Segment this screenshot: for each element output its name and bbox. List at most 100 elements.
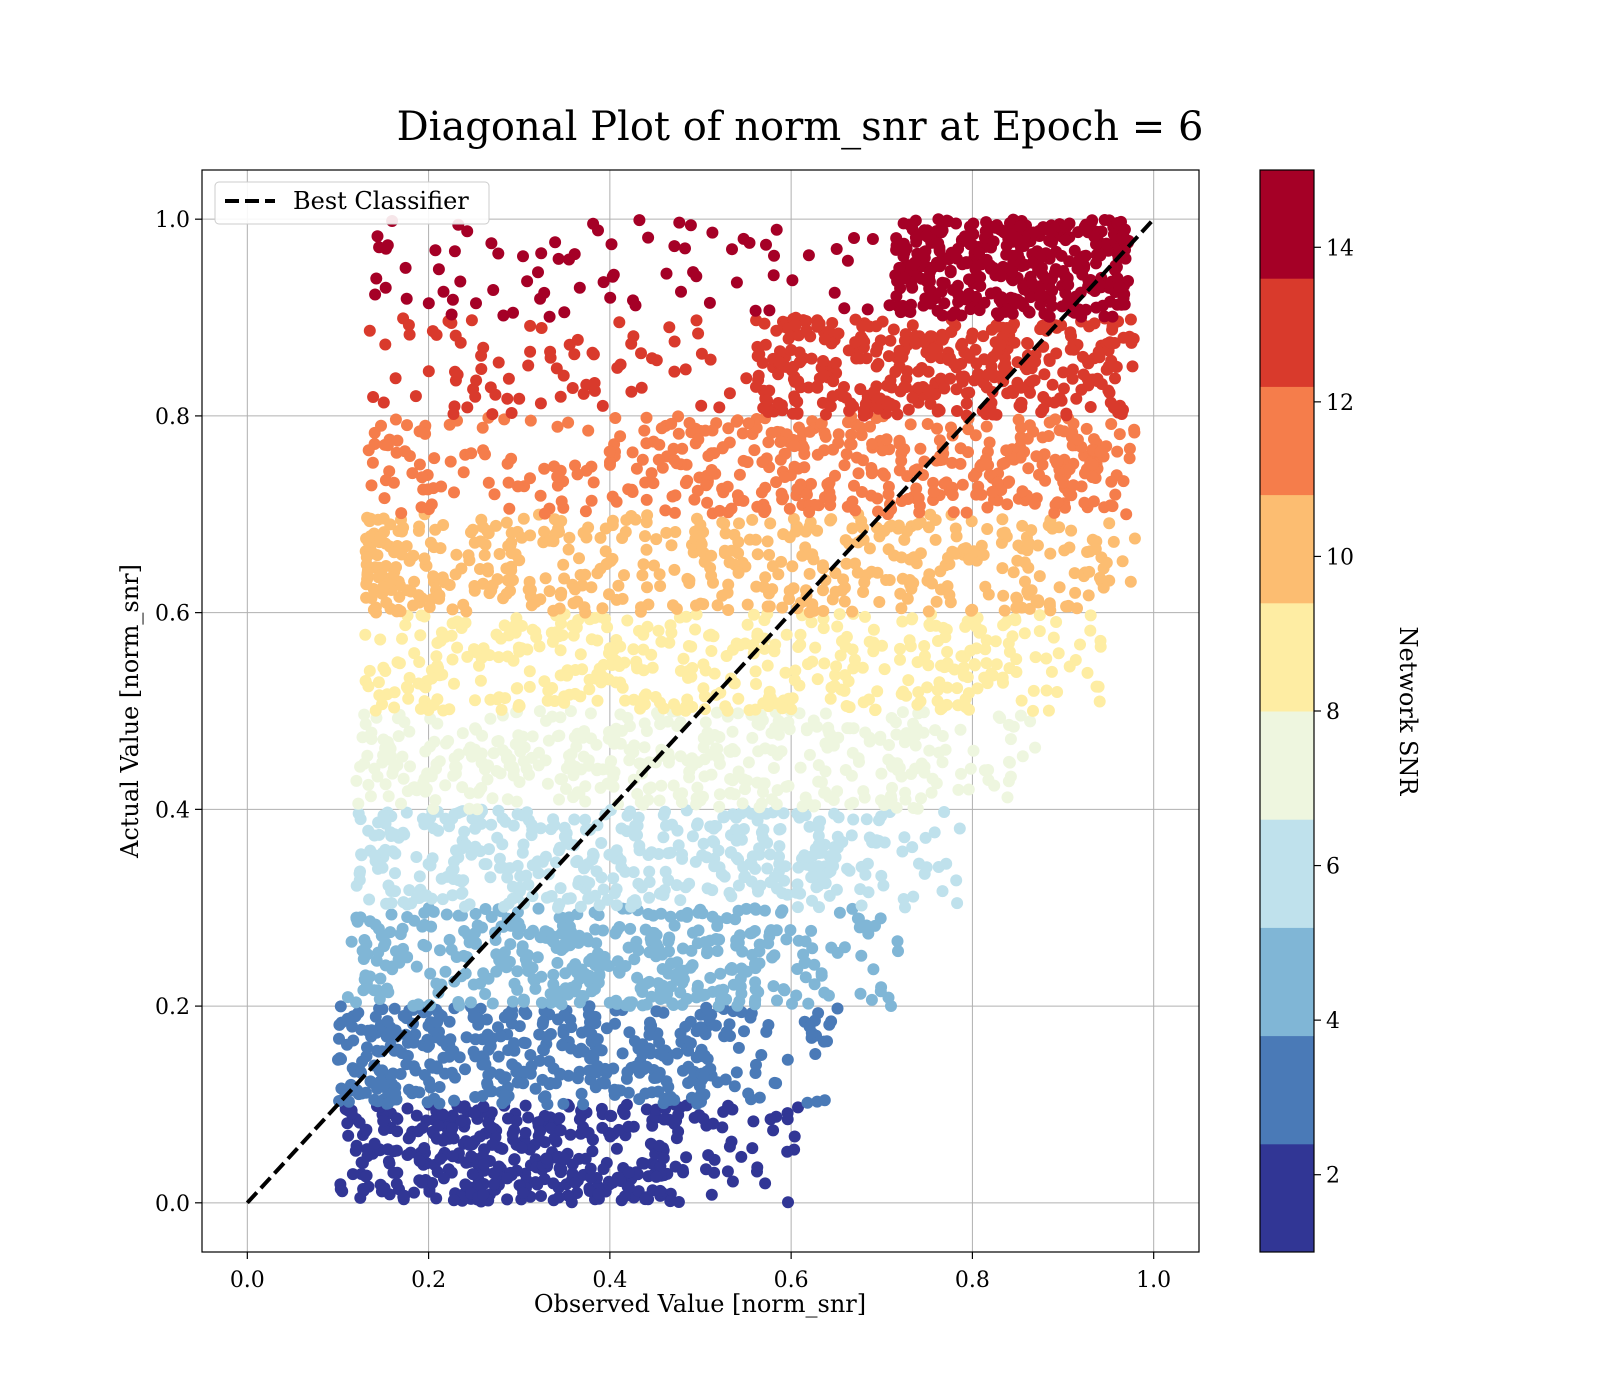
scatter-point bbox=[413, 1086, 426, 1099]
scatter-point bbox=[1088, 433, 1100, 446]
scatter-point bbox=[493, 852, 506, 865]
scatter-point bbox=[874, 392, 887, 405]
scatter-point bbox=[968, 659, 981, 672]
scatter-point bbox=[474, 1130, 487, 1143]
scatter-point bbox=[959, 620, 972, 633]
scatter-point bbox=[1010, 653, 1023, 666]
scatter-point bbox=[539, 572, 552, 585]
scatter-point bbox=[893, 464, 906, 477]
scatter-point bbox=[832, 437, 845, 449]
scatter-point bbox=[927, 485, 940, 498]
scatter-point bbox=[688, 1111, 701, 1124]
scatter-point bbox=[737, 232, 750, 245]
scatter-point bbox=[367, 603, 380, 616]
scatter-point bbox=[604, 1109, 617, 1122]
scatter-point bbox=[401, 1149, 414, 1161]
scatter-point bbox=[708, 836, 721, 849]
scatter-point bbox=[883, 520, 896, 533]
scatter-point bbox=[607, 872, 620, 885]
scatter-point bbox=[687, 926, 699, 939]
scatter-point bbox=[983, 436, 996, 449]
scatter-point bbox=[349, 1144, 362, 1157]
scatter-point bbox=[381, 1015, 394, 1028]
scatter-point bbox=[613, 316, 626, 329]
scatter-point bbox=[732, 765, 745, 778]
scatter-point bbox=[755, 1049, 768, 1061]
scatter-point bbox=[660, 267, 673, 280]
scatter-point bbox=[936, 730, 949, 742]
scatter-point bbox=[1006, 249, 1019, 262]
colorbar-tick-label: 4 bbox=[1326, 1009, 1340, 1034]
legend: Best Classifier bbox=[214, 181, 490, 225]
scatter-point bbox=[459, 900, 471, 913]
scatter-point bbox=[863, 542, 876, 555]
scatter-point bbox=[533, 705, 546, 718]
scatter-point bbox=[1044, 547, 1057, 560]
scatter-point bbox=[791, 901, 804, 914]
scatter-point bbox=[704, 820, 717, 833]
scatter-point bbox=[819, 786, 832, 799]
scatter-point bbox=[538, 507, 551, 520]
scatter-point bbox=[859, 610, 871, 623]
scatter-point bbox=[726, 725, 739, 738]
scatter-point bbox=[553, 793, 565, 806]
scatter-point bbox=[819, 765, 832, 778]
scatter-point bbox=[1067, 417, 1080, 430]
scatter-point bbox=[519, 1037, 532, 1050]
scatter-point bbox=[504, 938, 517, 951]
scatter-point bbox=[653, 1036, 666, 1049]
scatter-point bbox=[582, 1126, 595, 1139]
scatter-point bbox=[499, 692, 512, 705]
scatter-point bbox=[855, 949, 868, 962]
scatter-point bbox=[650, 354, 663, 367]
scatter-point bbox=[721, 1165, 734, 1178]
scatter-point bbox=[817, 584, 829, 597]
scatter-point bbox=[570, 621, 583, 634]
scatter-point bbox=[1003, 475, 1016, 488]
scatter-point bbox=[378, 492, 391, 505]
scatter-point bbox=[607, 780, 620, 793]
scatter-point bbox=[692, 906, 705, 919]
scatter-point bbox=[655, 422, 668, 435]
scatter-point bbox=[901, 365, 914, 378]
scatter-point bbox=[1027, 704, 1039, 717]
scatter-point bbox=[734, 980, 747, 993]
scatter-point bbox=[618, 569, 630, 582]
scatter-point bbox=[1027, 226, 1040, 239]
scatter-point bbox=[759, 571, 772, 584]
scatter-point bbox=[980, 216, 993, 229]
scatter-point bbox=[663, 321, 676, 334]
scatter-point bbox=[413, 1155, 426, 1167]
scatter-point bbox=[789, 394, 802, 407]
scatter-point bbox=[532, 266, 544, 279]
scatter-point bbox=[424, 967, 437, 980]
scatter-point bbox=[472, 786, 485, 799]
scatter-point bbox=[517, 1186, 530, 1199]
scatter-point bbox=[362, 444, 375, 457]
scatter-point bbox=[501, 650, 514, 663]
scatter-point bbox=[469, 907, 482, 920]
scatter-point bbox=[402, 692, 415, 705]
scatter-point bbox=[840, 448, 853, 461]
scatter-point bbox=[392, 730, 405, 743]
scatter-point bbox=[591, 567, 604, 580]
scatter-point bbox=[455, 622, 468, 634]
scatter-point bbox=[589, 1017, 602, 1030]
scatter-point bbox=[669, 489, 682, 502]
scatter-point bbox=[459, 967, 472, 980]
scatter-point bbox=[858, 576, 871, 589]
scatter-point bbox=[376, 861, 389, 874]
scatter-point bbox=[545, 1122, 557, 1135]
scatter-point bbox=[845, 428, 858, 441]
scatter-point bbox=[631, 971, 644, 984]
scatter-point bbox=[763, 548, 776, 561]
scatter-point bbox=[694, 1022, 707, 1035]
scatter-point bbox=[714, 994, 727, 1006]
scatter-point bbox=[507, 769, 520, 782]
scatter-point bbox=[426, 1177, 439, 1189]
scatter-point bbox=[927, 342, 940, 355]
scatter-point bbox=[580, 378, 593, 391]
scatter-point bbox=[524, 472, 536, 485]
scatter-point bbox=[955, 767, 967, 780]
scatter-point bbox=[918, 760, 931, 773]
